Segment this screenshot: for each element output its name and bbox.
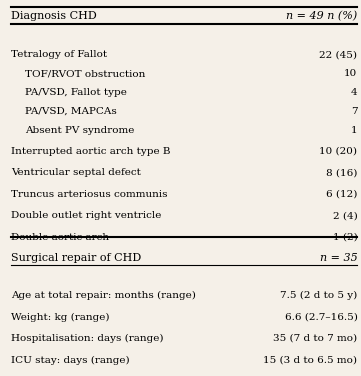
Text: Tetralogy of Fallot: Tetralogy of Fallot xyxy=(11,50,107,59)
Text: Diagnosis CHD: Diagnosis CHD xyxy=(11,11,97,21)
Text: Hospitalisation: days (range): Hospitalisation: days (range) xyxy=(11,334,163,343)
Text: Age at total repair: months (range): Age at total repair: months (range) xyxy=(11,291,196,300)
Text: 10: 10 xyxy=(344,69,357,78)
Text: Surgical repair of CHD: Surgical repair of CHD xyxy=(11,253,141,263)
Text: Weight: kg (range): Weight: kg (range) xyxy=(11,312,109,322)
Text: PA/VSD, MAPCAs: PA/VSD, MAPCAs xyxy=(25,107,117,116)
Text: ICU stay: days (range): ICU stay: days (range) xyxy=(11,355,130,365)
Text: Double aortic arch: Double aortic arch xyxy=(11,233,109,242)
Text: PA/VSD, Fallot type: PA/VSD, Fallot type xyxy=(25,88,127,97)
Text: n = 35: n = 35 xyxy=(319,253,357,263)
Text: 6.6 (2.7–16.5): 6.6 (2.7–16.5) xyxy=(284,312,357,321)
Text: 8 (16): 8 (16) xyxy=(326,168,357,177)
Text: 7: 7 xyxy=(351,107,357,116)
Text: 15 (3 d to 6.5 mo): 15 (3 d to 6.5 mo) xyxy=(264,355,357,364)
Text: TOF/RVOT obstruction: TOF/RVOT obstruction xyxy=(25,69,145,78)
Text: 1: 1 xyxy=(351,126,357,135)
Text: n = 49 n (%): n = 49 n (%) xyxy=(286,11,357,21)
Text: 6 (12): 6 (12) xyxy=(326,190,357,199)
Text: 1 (2): 1 (2) xyxy=(332,233,357,242)
Text: Absent PV syndrome: Absent PV syndrome xyxy=(25,126,135,135)
Text: 35 (7 d to 7 mo): 35 (7 d to 7 mo) xyxy=(273,334,357,343)
Text: 7.5 (2 d to 5 y): 7.5 (2 d to 5 y) xyxy=(280,291,357,300)
Text: Double outlet right ventricle: Double outlet right ventricle xyxy=(11,211,161,220)
Text: Ventricular septal defect: Ventricular septal defect xyxy=(11,168,141,177)
Text: Interrupted aortic arch type B: Interrupted aortic arch type B xyxy=(11,147,170,156)
Text: 22 (45): 22 (45) xyxy=(319,50,357,59)
Text: Truncus arteriosus communis: Truncus arteriosus communis xyxy=(11,190,168,199)
Text: 4: 4 xyxy=(351,88,357,97)
Text: 2 (4): 2 (4) xyxy=(332,211,357,220)
Text: 10 (20): 10 (20) xyxy=(319,147,357,156)
